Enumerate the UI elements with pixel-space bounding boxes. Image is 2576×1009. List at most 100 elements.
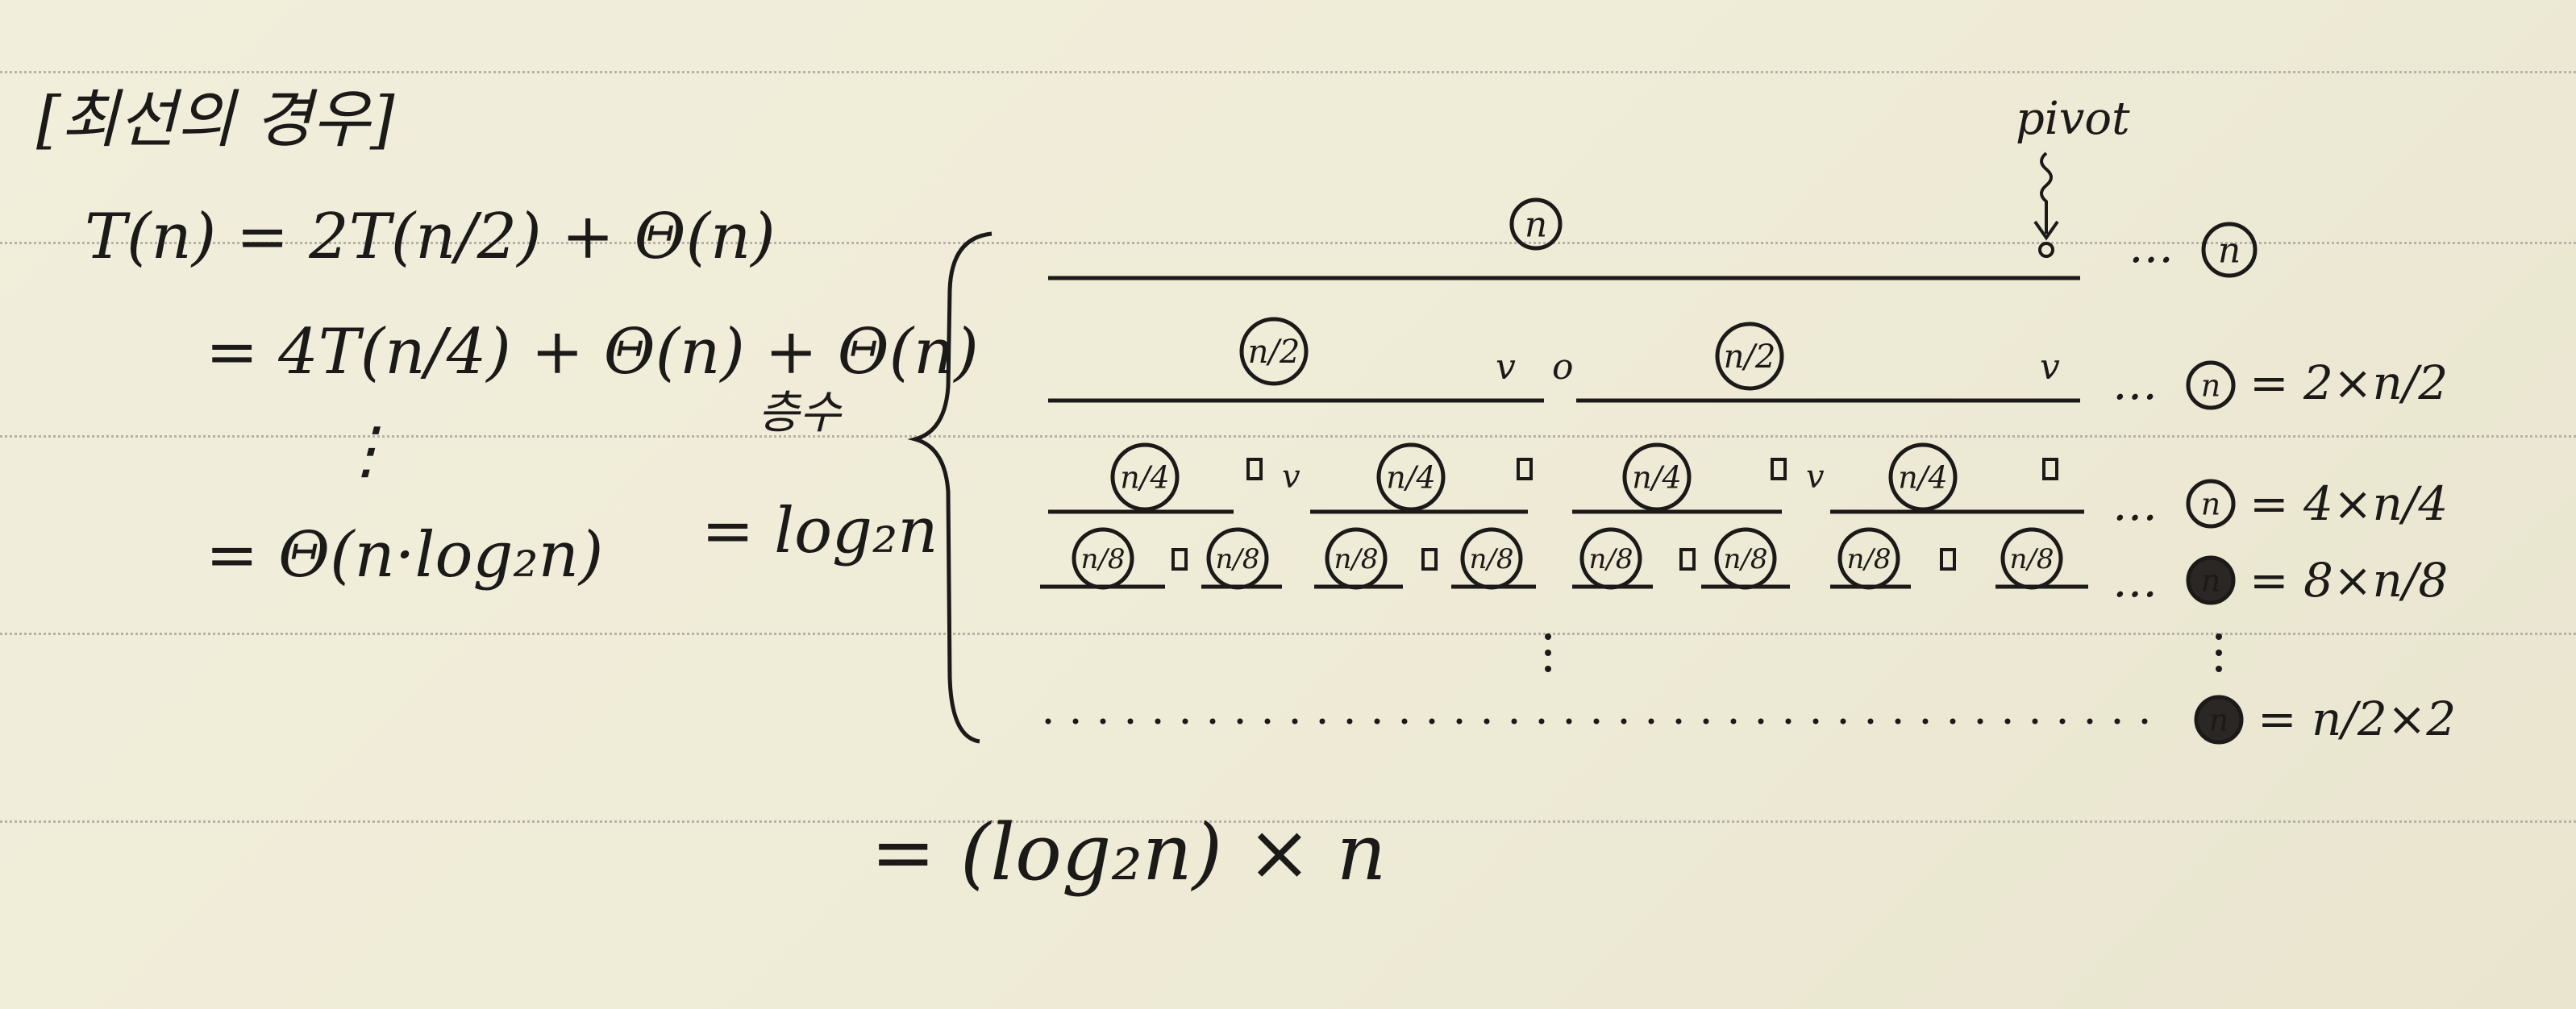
tree-mark-box bbox=[1771, 458, 1787, 480]
tree-l1-node-circle bbox=[1239, 317, 1309, 386]
tree-bottom-dots bbox=[1456, 718, 1463, 725]
tree-row3-sum-circle-label: n bbox=[2201, 563, 2220, 598]
tree-root-circle bbox=[1509, 197, 1563, 251]
tree-bottom-dots bbox=[2032, 718, 2038, 725]
tree-brace bbox=[907, 231, 993, 744]
tree-l3-node-label: n/8 bbox=[1216, 543, 1260, 575]
tree-row4-sum-text: = n/2×2 bbox=[2258, 691, 2456, 746]
tree-bottom-dots bbox=[1703, 718, 1709, 725]
tree-l3-node-label: n/8 bbox=[1724, 543, 1768, 575]
rule-line bbox=[0, 435, 2576, 438]
tree-bottom-dots bbox=[1072, 718, 1079, 725]
tree-bottom-dots bbox=[1429, 718, 1435, 725]
tree-mark-box bbox=[1940, 548, 1956, 571]
tree-bottom-dots bbox=[1237, 718, 1243, 725]
tree-row2-sum-circle-circle bbox=[2186, 479, 2236, 529]
tree-row3-sum-circle-circle bbox=[2186, 555, 2236, 605]
tree-bottom-dots bbox=[2114, 718, 2120, 725]
tree-row3-sum-text: = 8×n/8 bbox=[2249, 553, 2448, 608]
tree-vdots bbox=[1545, 633, 1551, 640]
total-expression: = (log₂n) × n bbox=[871, 808, 1387, 898]
tree-mark-box bbox=[1517, 458, 1533, 480]
tree-mark-box bbox=[1246, 458, 1263, 480]
tree-row2-sum-text: = 4×n/4 bbox=[2249, 476, 2448, 531]
tree-bottom-dots bbox=[1730, 718, 1737, 725]
tree-bottom-dots bbox=[1621, 718, 1627, 725]
pivot-arrow-head bbox=[2033, 220, 2059, 241]
tree-l2-node-circle bbox=[1622, 442, 1692, 512]
tree-mark-v: v bbox=[1806, 459, 1825, 496]
tree-bottom-dots bbox=[1374, 718, 1380, 725]
tree-bottom-dots bbox=[1922, 718, 1929, 725]
tree-l1-node-circle bbox=[1715, 322, 1784, 391]
tree-row1-sum-circle-circle bbox=[2186, 360, 2236, 410]
tree-row1-ellipsis: … bbox=[2112, 358, 2158, 410]
tree-bottom-dots bbox=[1127, 718, 1134, 725]
tree-row0-sum-circle bbox=[2201, 222, 2258, 278]
rule-line bbox=[0, 820, 2576, 823]
tree-bottom-dots bbox=[1867, 718, 1874, 725]
tree-mark-v: v bbox=[1496, 347, 1516, 388]
tree-row3-ellipsis: … bbox=[2112, 555, 2158, 608]
tree-bottom-dots bbox=[1566, 718, 1572, 725]
equation-vdots: ⋮ bbox=[335, 414, 397, 487]
tree-l3-node-label: n/8 bbox=[1470, 543, 1514, 575]
tree-bottom-dots bbox=[1840, 718, 1846, 725]
tree-bottom-dots bbox=[1292, 718, 1298, 725]
tree-l2-node-label: n/4 bbox=[1386, 459, 1435, 495]
tree-bottom-dots bbox=[1648, 718, 1654, 725]
rule-line bbox=[0, 633, 2576, 635]
tree-row4-sum-circle-circle bbox=[2194, 695, 2244, 745]
tree-bottom-dots bbox=[1401, 718, 1408, 725]
tree-bottom-dots bbox=[1538, 718, 1545, 725]
tree-bottom-dots bbox=[1785, 718, 1792, 725]
tree-vdots bbox=[2216, 650, 2222, 656]
tree-bottom-dots bbox=[2141, 718, 2148, 725]
tree-row2-ellipsis: … bbox=[2112, 479, 2158, 531]
tree-bottom-dots bbox=[1264, 718, 1271, 725]
tree-l2-node-circle bbox=[1376, 442, 1446, 512]
tree-bottom-dots bbox=[1346, 718, 1353, 725]
tree-l2-node-circle bbox=[1888, 442, 1958, 512]
tree-bottom-dots bbox=[1045, 718, 1051, 725]
pivot-label: pivot bbox=[2016, 93, 2130, 145]
tree-bottom-dots bbox=[2059, 718, 2066, 725]
tree-row1-sum-circle-label: n bbox=[2201, 367, 2220, 403]
pivot-dot bbox=[2038, 242, 2054, 258]
tree-l1-node-label: n/2 bbox=[1248, 334, 1300, 371]
tree-bottom-dots bbox=[1950, 718, 1956, 725]
tree-row2-sum-circle-label: n bbox=[2201, 486, 2220, 521]
tree-l3-node-label: n/8 bbox=[1081, 543, 1126, 575]
pivot-arrow bbox=[2040, 152, 2053, 234]
tree-bottom-dots bbox=[1977, 718, 1983, 725]
depth-label: 층수 bbox=[758, 387, 842, 439]
tree-l1-node-label: n/2 bbox=[1724, 338, 1776, 376]
tree-bottom-dots bbox=[2004, 718, 2011, 725]
tree-bottom-dots bbox=[1511, 718, 1517, 725]
tree-row1-sum-text: = 2×n/2 bbox=[2249, 355, 2448, 410]
equation-line-3: = Θ(n·log₂n) bbox=[206, 519, 604, 592]
tree-vdots bbox=[2216, 666, 2222, 672]
tree-l3-node-label: n/8 bbox=[1847, 543, 1891, 575]
tree-vdots bbox=[1545, 666, 1551, 672]
tree-bottom-dots bbox=[2087, 718, 2093, 725]
rule-line bbox=[0, 71, 2576, 73]
tree-mark-box bbox=[1421, 548, 1438, 571]
depth-value: = log₂n bbox=[701, 495, 938, 567]
tree-bottom-dots bbox=[1895, 718, 1901, 725]
equation-line-2: = 4T(n/4) + Θ(n) + Θ(n) bbox=[206, 316, 979, 388]
heading: [최선의 경우] bbox=[36, 84, 395, 156]
tree-bottom-dots bbox=[1675, 718, 1682, 725]
tree-bottom-dots bbox=[1484, 718, 1490, 725]
tree-bottom-dots bbox=[1593, 718, 1600, 725]
tree-mark-box bbox=[1171, 548, 1188, 571]
tree-vdots bbox=[2216, 633, 2222, 640]
rule-line bbox=[0, 242, 2576, 244]
tree-row0-ellipsis: … bbox=[2129, 221, 2174, 273]
tree-l2-node-label: n/4 bbox=[1898, 459, 1947, 495]
tree-row0-sum-label: n bbox=[2218, 230, 2241, 271]
tree-row4-sum-circle-label: n bbox=[2209, 702, 2229, 737]
tree-bottom-dots bbox=[1319, 718, 1325, 725]
